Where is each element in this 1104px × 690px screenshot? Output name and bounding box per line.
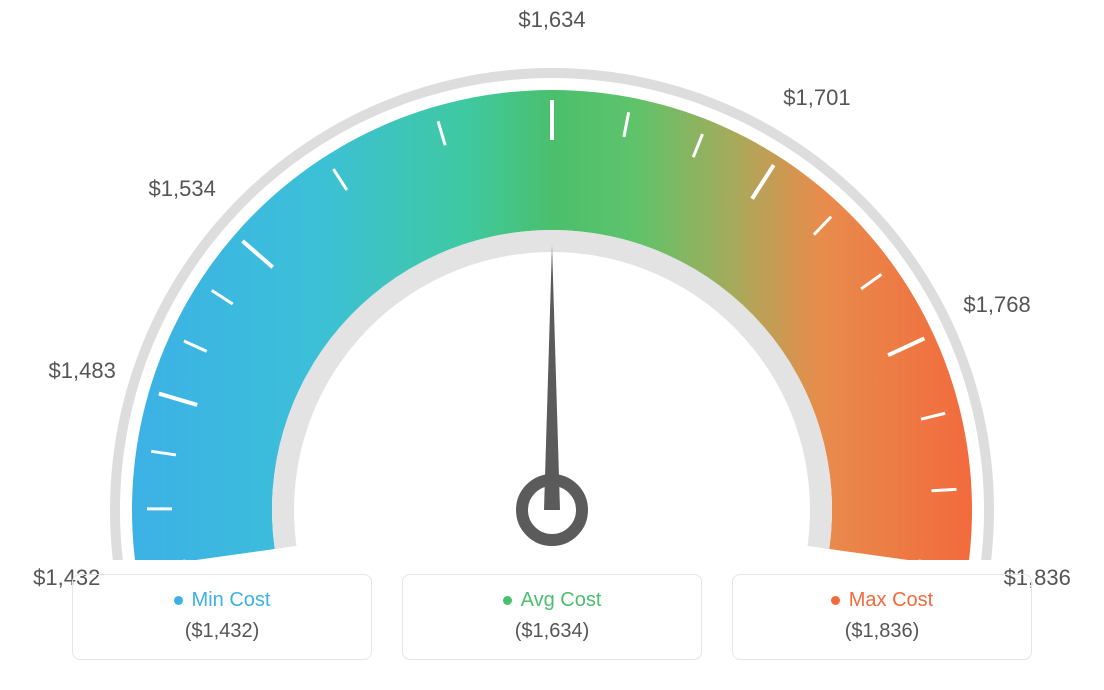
- tick-label: $1,768: [963, 292, 1030, 318]
- tick-label: $1,534: [149, 176, 216, 202]
- gauge-svg: [0, 0, 1104, 560]
- tick-label: $1,701: [783, 85, 850, 111]
- legend-card-avg: Avg Cost ($1,634): [402, 574, 702, 660]
- legend-dot-max: [831, 596, 840, 605]
- cost-gauge: $1,432$1,483$1,534$1,634$1,701$1,768$1,8…: [0, 0, 1104, 560]
- legend-card-min: Min Cost ($1,432): [72, 574, 372, 660]
- legend-value-avg: ($1,634): [413, 620, 691, 643]
- legend-card-max: Max Cost ($1,836): [732, 574, 1032, 660]
- legend-value-max: ($1,836): [743, 620, 1021, 643]
- legend-title-min: Min Cost: [192, 589, 271, 612]
- legend-dot-avg: [503, 596, 512, 605]
- legend-title-max: Max Cost: [849, 589, 933, 612]
- legend-row: Min Cost ($1,432) Avg Cost ($1,634) Max Cost…: [0, 574, 1104, 660]
- minor-tick: [932, 489, 957, 490]
- legend-dot-min: [174, 596, 183, 605]
- tick-label: $1,483: [49, 358, 116, 384]
- tick-label: $1,634: [518, 7, 585, 33]
- legend-value-min: ($1,432): [83, 620, 361, 643]
- gauge-needle: [544, 245, 560, 510]
- legend-title-avg: Avg Cost: [521, 589, 602, 612]
